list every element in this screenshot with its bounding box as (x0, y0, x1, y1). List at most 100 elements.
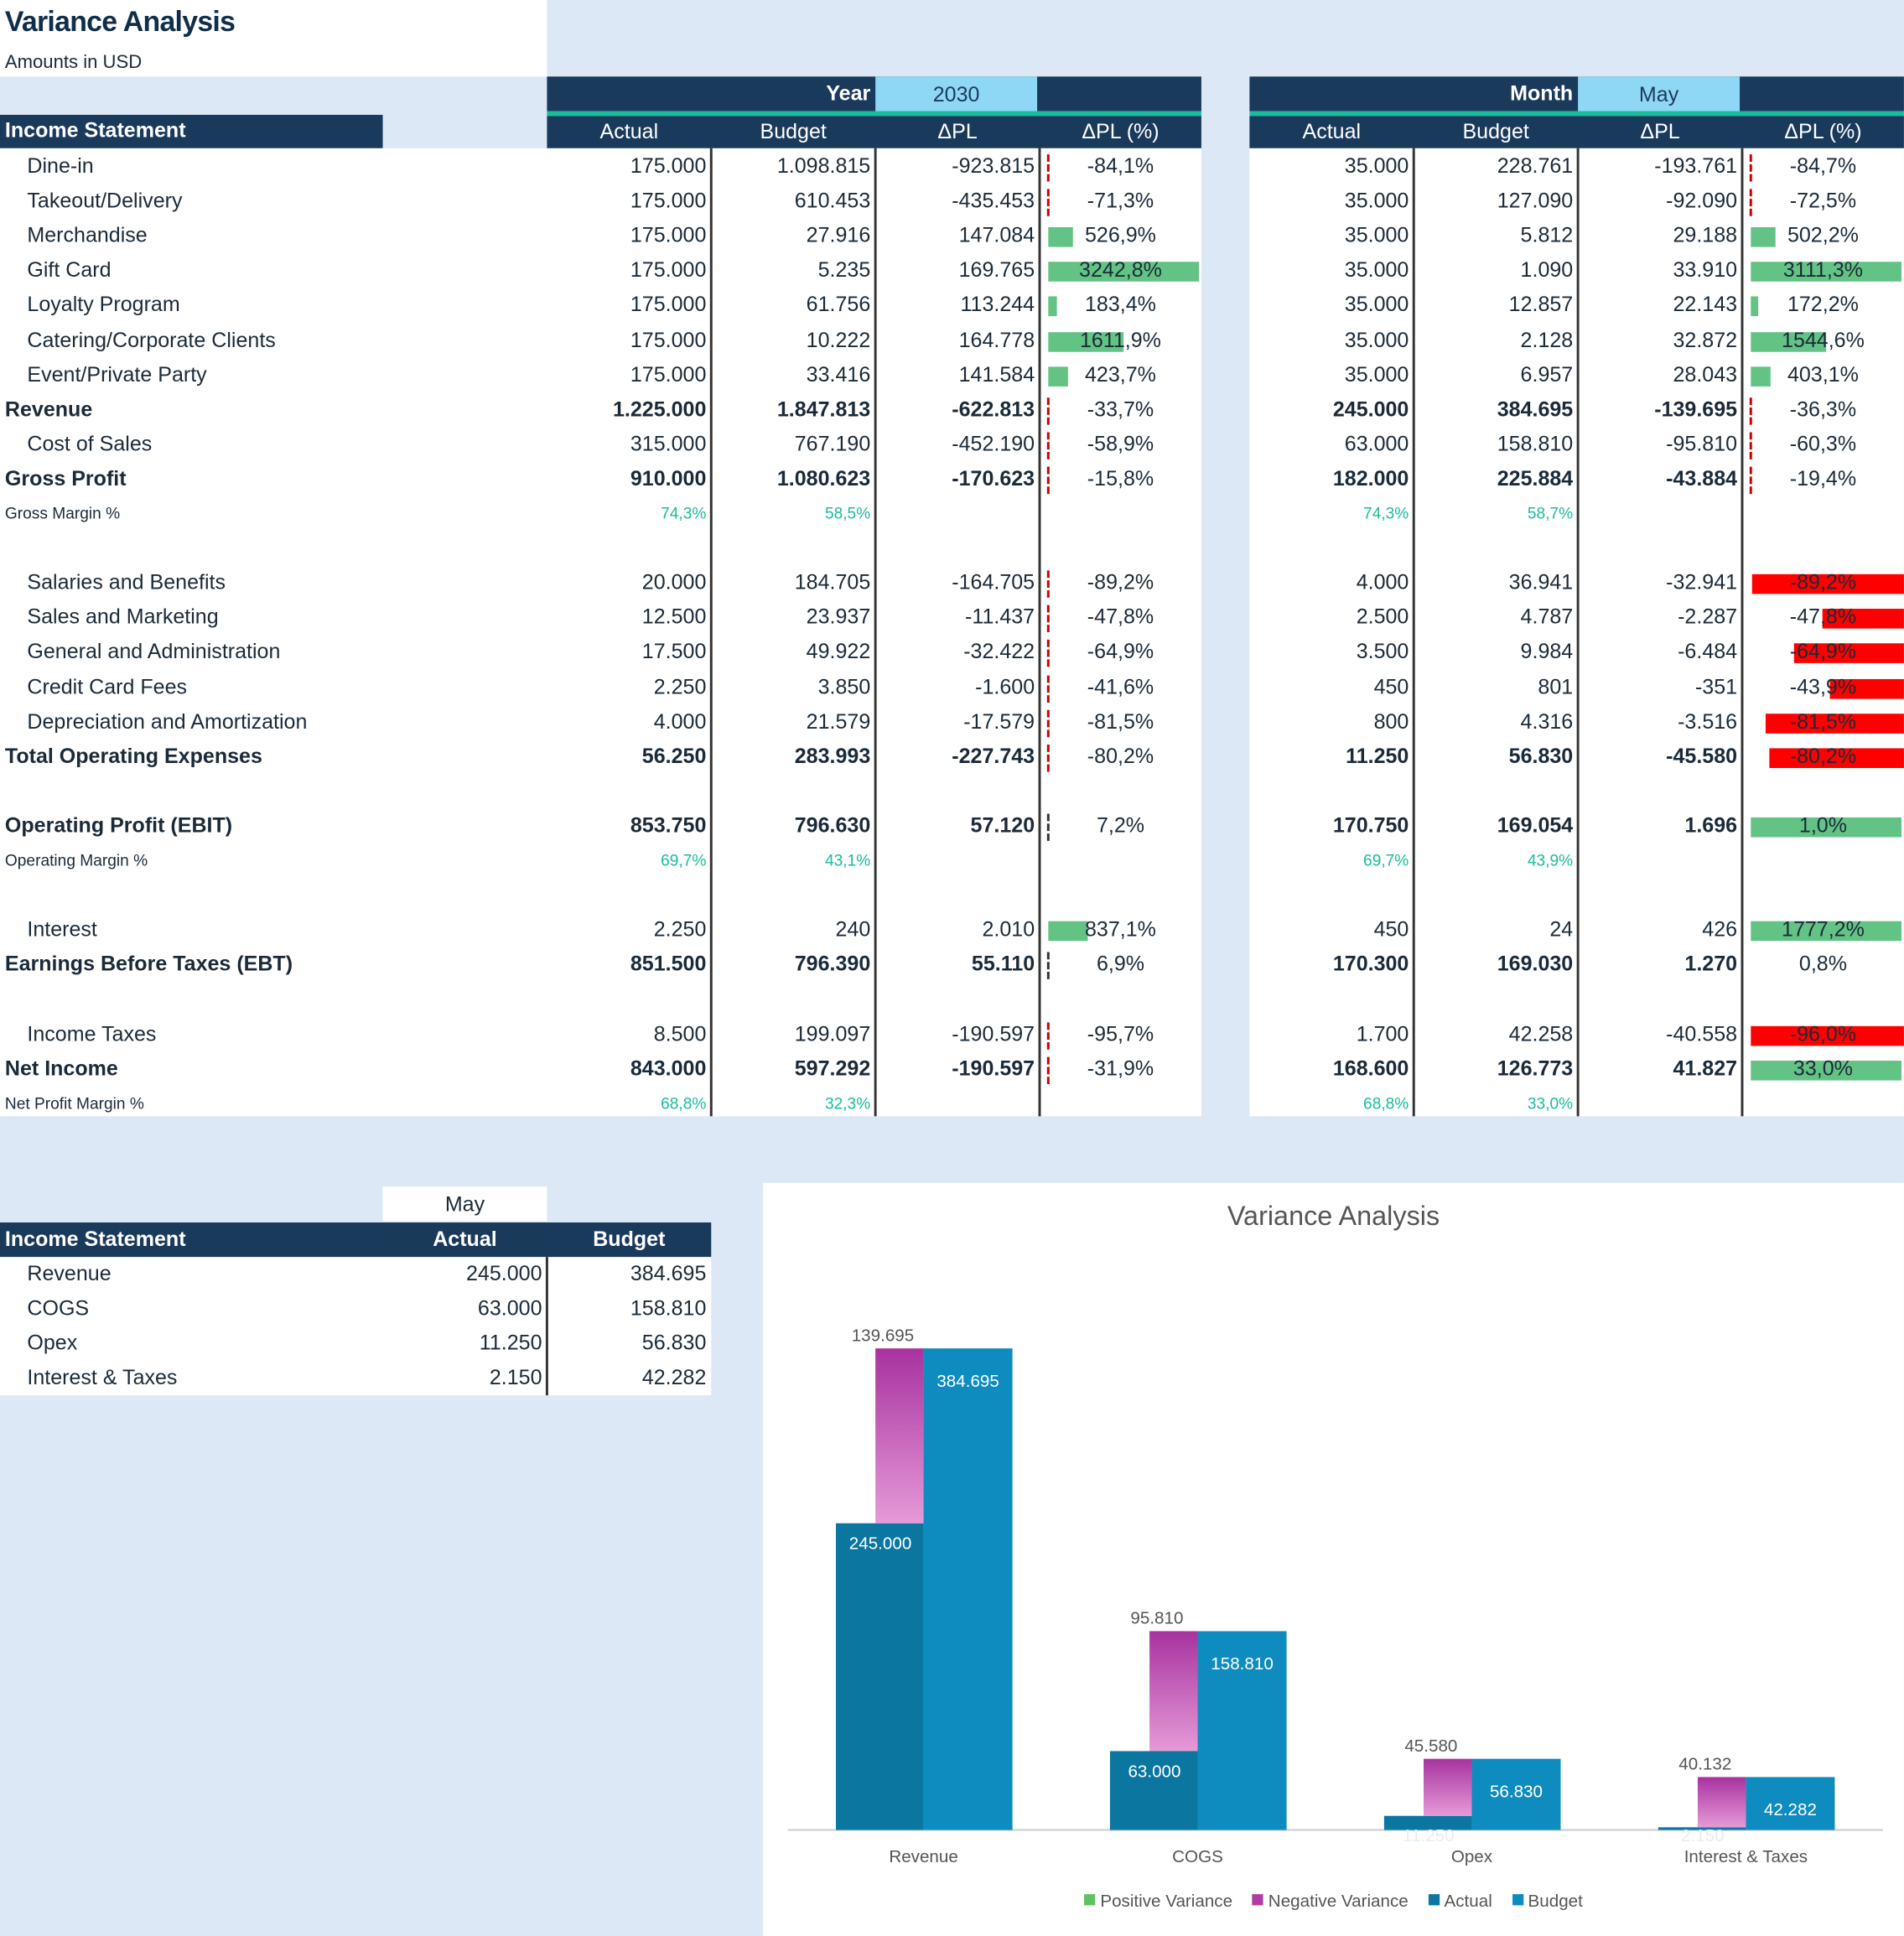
row-label: Revenue (4, 397, 93, 421)
year-actual-cell: 1.225.000 (612, 397, 707, 421)
year-delta-cell: -17.579 (963, 709, 1035, 734)
legend-item[interactable]: Actual (1428, 1890, 1492, 1910)
summary-label: Opex (27, 1331, 78, 1355)
month-actual-cell: 35.000 (1344, 293, 1409, 317)
month-delta-pct-cell: -89,2% (1789, 570, 1857, 594)
table-row: Gift Card 175.000 5.235 169.765 3242,8% 35.00… (0, 255, 1904, 289)
year-data-bar-positive (1048, 921, 1088, 942)
month-delta-pct-cell: -43,9% (1789, 674, 1857, 698)
row-label: Net Income (4, 1056, 118, 1081)
column-divider (1412, 148, 1414, 1117)
year-delta-pct-cell: 837,1% (1084, 917, 1156, 942)
legend-item[interactable]: Negative Variance (1252, 1890, 1409, 1910)
year-columns: Actual Budget ΔPL ΔPL (%) (547, 116, 1201, 148)
month-budget-cell: 5.812 (1520, 223, 1574, 247)
month-delta-cell: -6.484 (1678, 640, 1738, 664)
month-budget-cell: 4.787 (1520, 605, 1574, 630)
row-label: Merchandise (27, 223, 148, 247)
year-delta-cell: -622.813 (952, 397, 1035, 421)
year-delta-pct-cell: -89,2% (1087, 570, 1154, 594)
month-delta-cell: -3.516 (1678, 709, 1738, 734)
month-delta-pct-cell: 1544,6% (1782, 328, 1865, 351)
month-selector[interactable]: May (1578, 76, 1741, 112)
year-actual-cell: 315.000 (630, 432, 707, 456)
row-label: Net Profit Margin % (4, 1093, 144, 1113)
month-negative-marker (1749, 466, 1752, 494)
summary-actual: 2.150 (489, 1365, 542, 1389)
year-actual-cell: 175.000 (630, 154, 707, 179)
negative-variance-label: 139.695 (852, 1326, 915, 1345)
month-actual-cell: 74,3% (1363, 503, 1409, 522)
page-subtitle: Amounts in USD (4, 51, 143, 73)
row-label: Total Operating Expenses (4, 744, 262, 768)
summary-col-actual: Actual (433, 1227, 497, 1251)
month-budget-cell: 43,9% (1527, 850, 1574, 869)
year-selector[interactable]: 2030 (875, 76, 1038, 112)
month-data-bar-negative (1830, 678, 1904, 698)
year-actual-cell: 12.500 (641, 605, 707, 630)
col-actual: Actual (1302, 119, 1362, 143)
year-budget-cell: 1.098.815 (776, 154, 871, 179)
year-actual-cell: 74,3% (661, 503, 707, 522)
year-actual-cell: 175.000 (630, 258, 707, 283)
row-label: Operating Margin % (4, 850, 148, 869)
month-actual-cell: 35.000 (1344, 189, 1409, 213)
month-delta-pct-cell: 1777,2% (1782, 917, 1865, 942)
month-budget-cell: 158.810 (1497, 432, 1574, 456)
table-row: Cost of Sales 315.000 767.190 -452.190 -58,9… (0, 428, 1904, 463)
month-delta-cell: 1.270 (1684, 952, 1738, 976)
month-actual-cell: 11.250 (1346, 744, 1409, 768)
year-delta-cell: 147.084 (958, 223, 1035, 247)
year-table-body (0, 148, 1201, 1117)
year-negative-marker (1046, 674, 1050, 703)
year-delta-cell: -452.190 (952, 432, 1035, 456)
legend-item[interactable]: Budget (1512, 1890, 1583, 1910)
year-delta-cell: -32.422 (963, 640, 1035, 664)
month-delta-cell: 22.143 (1673, 293, 1738, 317)
summary-budget: 42.282 (641, 1365, 707, 1389)
month-actual-cell: 35.000 (1344, 328, 1409, 351)
negative-variance-bar (875, 1348, 924, 1523)
year-delta-cell: 2.010 (982, 917, 1035, 942)
month-budget-cell: 6.957 (1520, 362, 1574, 387)
year-budget-cell: 21.579 (806, 709, 871, 734)
actual-label: 2.150 (1681, 1826, 1725, 1845)
legend-item[interactable]: Positive Variance (1084, 1890, 1232, 1910)
year-actual-cell: 175.000 (630, 362, 707, 387)
month-data-bar-positive (1751, 297, 1759, 317)
year-negative-marker (1046, 570, 1050, 599)
month-data-bar-positive (1751, 817, 1901, 838)
month-label: Month (1510, 81, 1574, 106)
month-budget-cell: 42.258 (1508, 1021, 1574, 1046)
month-delta-cell: -40.558 (1666, 1021, 1738, 1046)
year-budget-cell: 58,5% (824, 503, 871, 522)
month-budget-cell: 36.941 (1508, 570, 1574, 594)
year-budget-cell: 796.630 (794, 813, 871, 838)
year-delta-pct-cell: 526,9% (1084, 223, 1156, 247)
month-delta-pct-cell: -72,5% (1789, 189, 1857, 213)
month-data-bar-negative (1823, 609, 1904, 630)
row-label: General and Administration (27, 640, 281, 664)
table-row: Dine-in 175.000 1.098.815 -923.815 -84,1% 35.… (0, 151, 1904, 185)
year-actual-cell: 68,8% (661, 1093, 707, 1113)
year-data-bar-positive (1048, 297, 1058, 317)
year-negative-marker (1046, 640, 1050, 667)
month-actual-cell: 3.500 (1356, 640, 1409, 664)
year-budget-cell: 61.756 (806, 293, 871, 317)
row-label: Earnings Before Taxes (EBT) (4, 952, 293, 976)
chart-panel: Variance Analysis 139.695 245.000 384.695 R… (763, 1182, 1904, 1936)
col-delta: ΔPL (1640, 119, 1680, 143)
month-delta-pct-cell: -96,0% (1789, 1021, 1857, 1046)
negative-variance-bar (1149, 1631, 1198, 1752)
page-title: Variance Analysis (4, 4, 236, 38)
summary-budget: 158.810 (630, 1296, 707, 1321)
summary-label: COGS (27, 1296, 90, 1321)
table-row: Earnings Before Taxes (EBT) 851.500 796.39… (0, 948, 1904, 983)
year-budget-cell: 597.292 (794, 1056, 871, 1081)
year-axis-marker (1046, 952, 1050, 980)
legend-swatch-icon (1512, 1894, 1523, 1906)
year-delta-pct-cell: -80,2% (1087, 744, 1154, 768)
actual-bar (1658, 1827, 1746, 1830)
year-negative-marker (1046, 605, 1050, 633)
